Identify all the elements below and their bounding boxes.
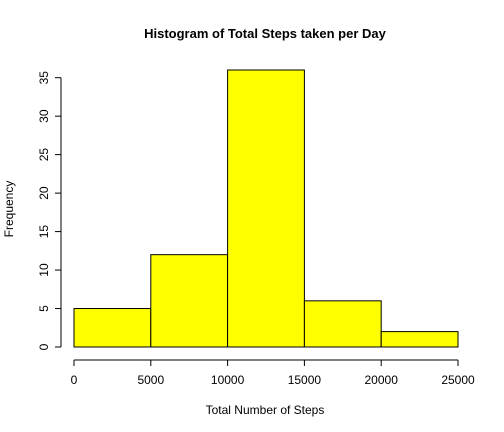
- x-tick-label: 10000: [211, 373, 245, 387]
- y-axis-label: Frequency: [2, 181, 16, 238]
- y-tick-label: 5: [37, 305, 51, 312]
- y-tick-label: 0: [37, 343, 51, 350]
- y-axis-ticks: 0 5 10 15 20 25 30 35: [37, 71, 61, 351]
- y-tick-label: 25: [37, 148, 51, 162]
- y-tick-label: 35: [37, 71, 51, 85]
- x-axis-label: Total Number of Steps: [206, 403, 325, 417]
- y-tick-label: 30: [37, 109, 51, 123]
- x-tick-label: 0: [71, 373, 78, 387]
- histogram-bar-3: [304, 301, 381, 347]
- y-tick-label: 10: [37, 263, 51, 277]
- y-tick-label: 20: [37, 186, 51, 200]
- chart-title: Histogram of Total Steps taken per Day: [144, 26, 387, 41]
- histogram-bar-0: [74, 309, 151, 347]
- histogram-bar-1: [151, 255, 228, 347]
- histogram-bar-2: [228, 70, 305, 347]
- x-tick-label: 15000: [288, 373, 322, 387]
- x-tick-label: 5000: [137, 373, 164, 387]
- x-tick-label: 20000: [365, 373, 399, 387]
- x-axis-ticks: 0 5000 10000 15000 20000 25000: [71, 360, 475, 387]
- x-tick-label: 25000: [441, 373, 475, 387]
- histogram-bar-4: [381, 332, 458, 347]
- bars-group: [74, 70, 458, 347]
- y-tick-label: 15: [37, 225, 51, 239]
